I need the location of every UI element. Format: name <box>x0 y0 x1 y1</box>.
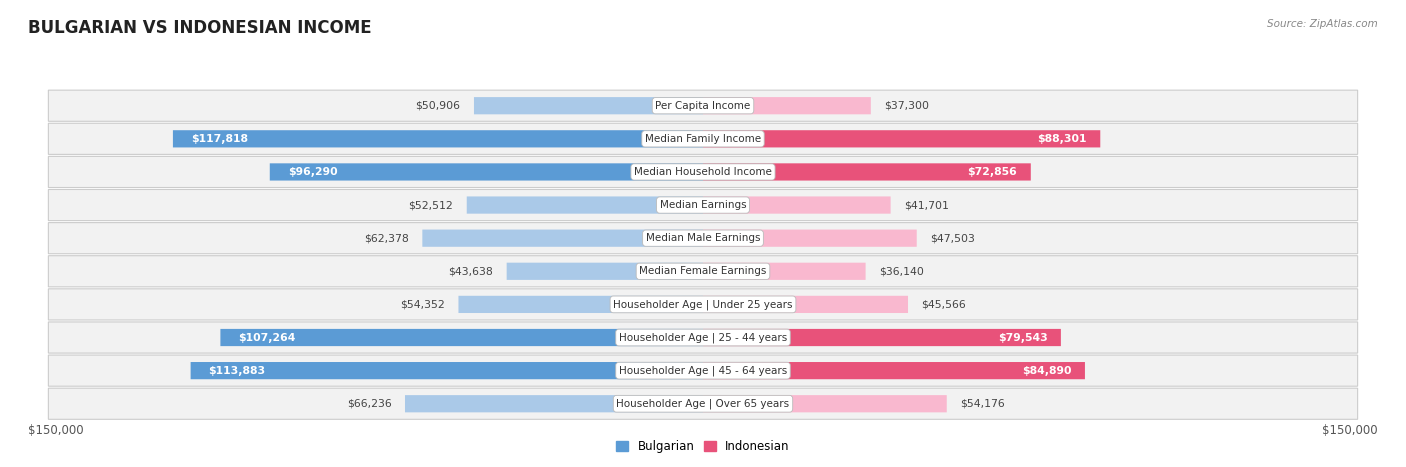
FancyBboxPatch shape <box>48 256 1358 287</box>
FancyBboxPatch shape <box>270 163 703 181</box>
FancyBboxPatch shape <box>48 90 1358 121</box>
Text: $36,140: $36,140 <box>879 266 924 276</box>
Text: $150,000: $150,000 <box>28 424 84 437</box>
Text: BULGARIAN VS INDONESIAN INCOME: BULGARIAN VS INDONESIAN INCOME <box>28 19 371 37</box>
Text: $43,638: $43,638 <box>449 266 494 276</box>
Text: $88,301: $88,301 <box>1038 134 1087 144</box>
Text: $47,503: $47,503 <box>931 233 976 243</box>
FancyBboxPatch shape <box>221 329 703 346</box>
Text: Householder Age | Under 25 years: Householder Age | Under 25 years <box>613 299 793 310</box>
FancyBboxPatch shape <box>48 388 1358 419</box>
Text: Median Earnings: Median Earnings <box>659 200 747 210</box>
Text: $66,236: $66,236 <box>347 399 391 409</box>
FancyBboxPatch shape <box>703 163 1031 181</box>
Text: Median Family Income: Median Family Income <box>645 134 761 144</box>
Text: Per Capita Income: Per Capita Income <box>655 101 751 111</box>
Text: $84,890: $84,890 <box>1022 366 1071 375</box>
Text: $113,883: $113,883 <box>208 366 266 375</box>
Text: $107,264: $107,264 <box>239 333 295 342</box>
Text: $54,352: $54,352 <box>401 299 444 310</box>
FancyBboxPatch shape <box>703 262 866 280</box>
Text: Householder Age | 45 - 64 years: Householder Age | 45 - 64 years <box>619 365 787 376</box>
FancyBboxPatch shape <box>458 296 703 313</box>
FancyBboxPatch shape <box>703 296 908 313</box>
Text: $45,566: $45,566 <box>921 299 966 310</box>
FancyBboxPatch shape <box>474 97 703 114</box>
FancyBboxPatch shape <box>467 197 703 214</box>
Text: $79,543: $79,543 <box>998 333 1047 342</box>
Text: $72,856: $72,856 <box>967 167 1018 177</box>
FancyBboxPatch shape <box>48 190 1358 220</box>
FancyBboxPatch shape <box>191 362 703 379</box>
Text: Source: ZipAtlas.com: Source: ZipAtlas.com <box>1267 19 1378 28</box>
Text: $52,512: $52,512 <box>409 200 453 210</box>
Text: Median Female Earnings: Median Female Earnings <box>640 266 766 276</box>
FancyBboxPatch shape <box>48 223 1358 254</box>
Text: $50,906: $50,906 <box>415 101 461 111</box>
Text: $41,701: $41,701 <box>904 200 949 210</box>
Text: $150,000: $150,000 <box>1322 424 1378 437</box>
FancyBboxPatch shape <box>703 97 870 114</box>
FancyBboxPatch shape <box>422 230 703 247</box>
FancyBboxPatch shape <box>48 322 1358 353</box>
Text: $54,176: $54,176 <box>960 399 1005 409</box>
Text: Median Male Earnings: Median Male Earnings <box>645 233 761 243</box>
FancyBboxPatch shape <box>405 395 703 412</box>
Text: $37,300: $37,300 <box>884 101 929 111</box>
Text: Householder Age | Over 65 years: Householder Age | Over 65 years <box>616 398 790 409</box>
Legend: Bulgarian, Indonesian: Bulgarian, Indonesian <box>612 436 794 458</box>
Text: Householder Age | 25 - 44 years: Householder Age | 25 - 44 years <box>619 332 787 343</box>
Text: Median Household Income: Median Household Income <box>634 167 772 177</box>
FancyBboxPatch shape <box>703 395 946 412</box>
FancyBboxPatch shape <box>703 362 1085 379</box>
FancyBboxPatch shape <box>703 230 917 247</box>
Text: $96,290: $96,290 <box>288 167 337 177</box>
Text: $117,818: $117,818 <box>191 134 247 144</box>
FancyBboxPatch shape <box>48 355 1358 386</box>
FancyBboxPatch shape <box>506 262 703 280</box>
FancyBboxPatch shape <box>173 130 703 148</box>
FancyBboxPatch shape <box>703 130 1101 148</box>
FancyBboxPatch shape <box>703 197 890 214</box>
Text: $62,378: $62,378 <box>364 233 409 243</box>
FancyBboxPatch shape <box>48 289 1358 320</box>
FancyBboxPatch shape <box>703 329 1062 346</box>
FancyBboxPatch shape <box>48 123 1358 155</box>
FancyBboxPatch shape <box>48 156 1358 188</box>
